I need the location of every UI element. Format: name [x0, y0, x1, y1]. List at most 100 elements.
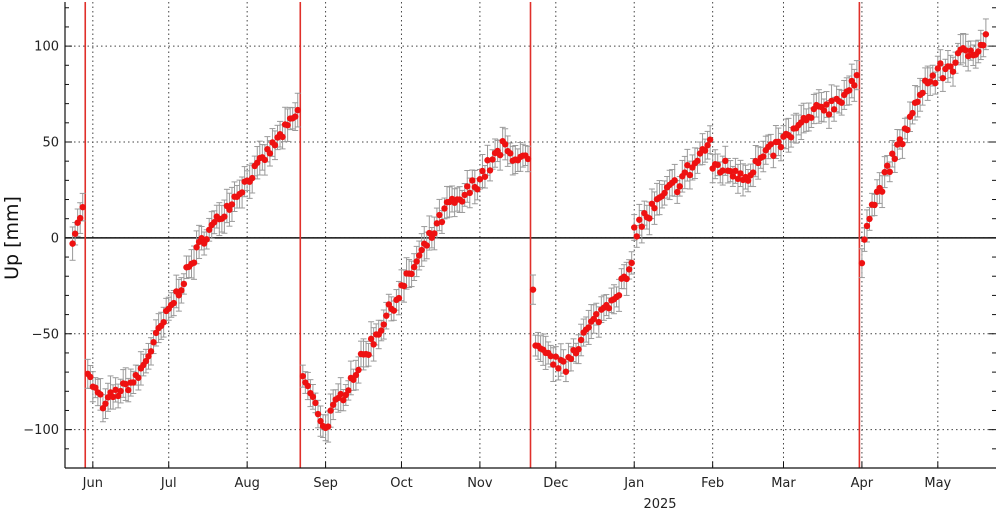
data-point: [909, 109, 916, 117]
data-point: [967, 47, 974, 54]
data-point: [198, 235, 205, 242]
data-point: [714, 161, 721, 169]
data-point: [145, 353, 152, 360]
data-point: [71, 230, 79, 237]
x-tick-label: Mar: [771, 476, 796, 491]
data-point: [577, 336, 585, 344]
data-point: [466, 189, 473, 197]
data-point: [367, 335, 375, 343]
data-point: [79, 203, 86, 211]
data-point: [496, 151, 504, 159]
data-point: [423, 242, 430, 249]
data-point: [884, 162, 891, 169]
data-point: [704, 142, 711, 149]
data-point: [97, 391, 104, 398]
data-point: [560, 358, 567, 365]
data-point: [150, 339, 157, 346]
data-point: [754, 159, 762, 167]
data-point: [732, 167, 739, 175]
data-point: [947, 63, 954, 70]
data-point: [706, 136, 714, 143]
data-point: [160, 318, 167, 326]
data-point: [441, 205, 448, 212]
data-point: [433, 220, 441, 227]
data-point: [767, 141, 775, 148]
data-point: [932, 79, 939, 87]
data-point: [294, 106, 301, 114]
data-point: [636, 216, 643, 223]
data-point: [408, 270, 415, 278]
axes-frame: [64, 2, 996, 469]
y-axis-label: Up [mm]: [1, 196, 23, 280]
data-point: [830, 106, 838, 113]
data-point: [461, 191, 468, 199]
data-point: [92, 384, 99, 391]
data-point: [562, 368, 570, 375]
data-point: [329, 401, 337, 408]
data-point: [894, 141, 901, 148]
data-point: [206, 226, 213, 233]
data-point: [87, 373, 94, 381]
data-point: [327, 407, 334, 414]
data-point: [929, 72, 936, 79]
data-point: [871, 201, 878, 209]
data-point: [345, 387, 352, 394]
data-point: [152, 329, 160, 337]
data-point: [117, 387, 124, 395]
data-point: [729, 173, 737, 180]
data-point: [476, 176, 484, 183]
data-point: [889, 150, 896, 157]
x-tick-label: May: [924, 476, 951, 491]
data-point: [418, 246, 425, 254]
data-point: [694, 157, 701, 165]
data-point: [684, 162, 691, 169]
x-tick-label: Feb: [701, 476, 724, 491]
data-point: [436, 211, 443, 219]
data-point: [431, 230, 438, 237]
data-point: [770, 152, 777, 159]
data-point: [317, 417, 324, 425]
data-point: [69, 240, 76, 247]
data-point: [681, 169, 689, 176]
data-point: [550, 361, 557, 368]
data-point: [760, 153, 767, 160]
y-tick-label: −50: [32, 327, 59, 342]
x-tick-label: Oct: [390, 476, 412, 491]
data-point: [927, 78, 934, 85]
data-point: [502, 141, 509, 148]
x-tick-labels: Jun Jul Aug Sep Oct Nov Dec Jan Feb Mar Apr May: [82, 476, 952, 491]
data-point: [904, 126, 911, 134]
data-point: [271, 142, 279, 149]
data-point: [552, 353, 559, 360]
data-point: [284, 121, 291, 129]
data-point: [975, 48, 982, 55]
data-point: [962, 47, 969, 54]
data-point: [823, 101, 830, 108]
data-point: [886, 168, 893, 176]
y-tick-label: 50: [42, 135, 59, 150]
data-point: [355, 366, 362, 374]
data-point: [122, 380, 129, 388]
data-point: [312, 399, 319, 407]
data-point: [646, 215, 653, 222]
data-point: [507, 150, 514, 157]
data-point: [863, 222, 871, 230]
data-point: [881, 168, 888, 176]
data-point: [808, 114, 815, 121]
data-point: [914, 98, 921, 106]
data-point: [170, 299, 177, 307]
data-point: [261, 156, 269, 164]
data-point: [390, 307, 398, 314]
data-point: [964, 52, 972, 60]
data-point: [481, 173, 489, 180]
data-point: [590, 315, 597, 323]
data-point: [400, 282, 408, 290]
data-point: [529, 286, 537, 293]
data-point: [828, 97, 835, 105]
data-point: [861, 236, 868, 243]
data-point: [175, 292, 183, 299]
data-point: [631, 224, 638, 231]
x-axis-label: 2025: [643, 497, 676, 509]
data-point: [623, 275, 630, 283]
data-point: [378, 327, 385, 334]
